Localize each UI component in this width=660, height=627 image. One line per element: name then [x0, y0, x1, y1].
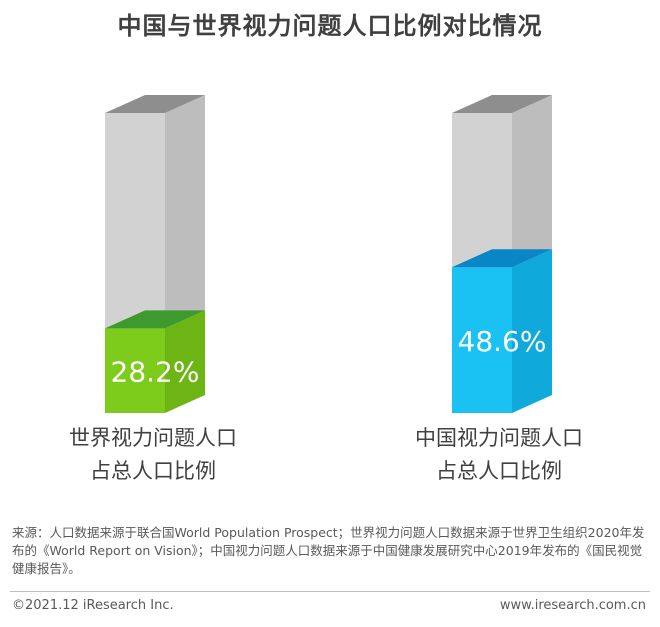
bar-world-fill-front	[105, 328, 165, 413]
bar-china-fill-front	[452, 267, 512, 413]
copyright-text: ©2021.12 iResearch Inc.	[12, 598, 174, 613]
bar-china-fill-side	[512, 249, 552, 413]
bar-world-empty-top	[105, 95, 205, 113]
data-label-world: 28.2%	[111, 356, 200, 389]
category-label-world-line2: 占总人口比例	[90, 459, 216, 483]
bar-world-empty-side	[165, 95, 205, 329]
bar-china-empty-side	[512, 95, 552, 268]
data-label-china: 48.6%	[458, 325, 547, 358]
website-link[interactable]: www.iresearch.com.cn	[499, 598, 646, 613]
category-label-china: 中国视力问题人口 占总人口比例	[379, 422, 619, 488]
bar-china-empty-front	[452, 113, 512, 268]
chart-title: 中国与世界视力问题人口比例对比情况	[117, 12, 543, 40]
category-label-world: 世界视力问题人口 占总人口比例	[33, 422, 273, 488]
footer-divider	[10, 591, 650, 592]
bar-chart: 28.2% 48.6%	[105, 95, 552, 413]
category-label-world-line1: 世界视力问题人口	[69, 426, 237, 450]
bar-china-fill-top	[452, 249, 552, 268]
category-label-china-line2: 占总人口比例	[436, 459, 562, 483]
category-label-china-line1: 中国视力问题人口	[415, 426, 583, 450]
bar-world-empty-front	[105, 113, 165, 329]
bar-world-fill-top	[105, 310, 205, 329]
bar-world-fill-side	[165, 310, 205, 413]
bar-china-empty-top	[452, 95, 552, 113]
source-note: 来源：人口数据来源于联合国World Population Prospect；世…	[12, 525, 645, 576]
